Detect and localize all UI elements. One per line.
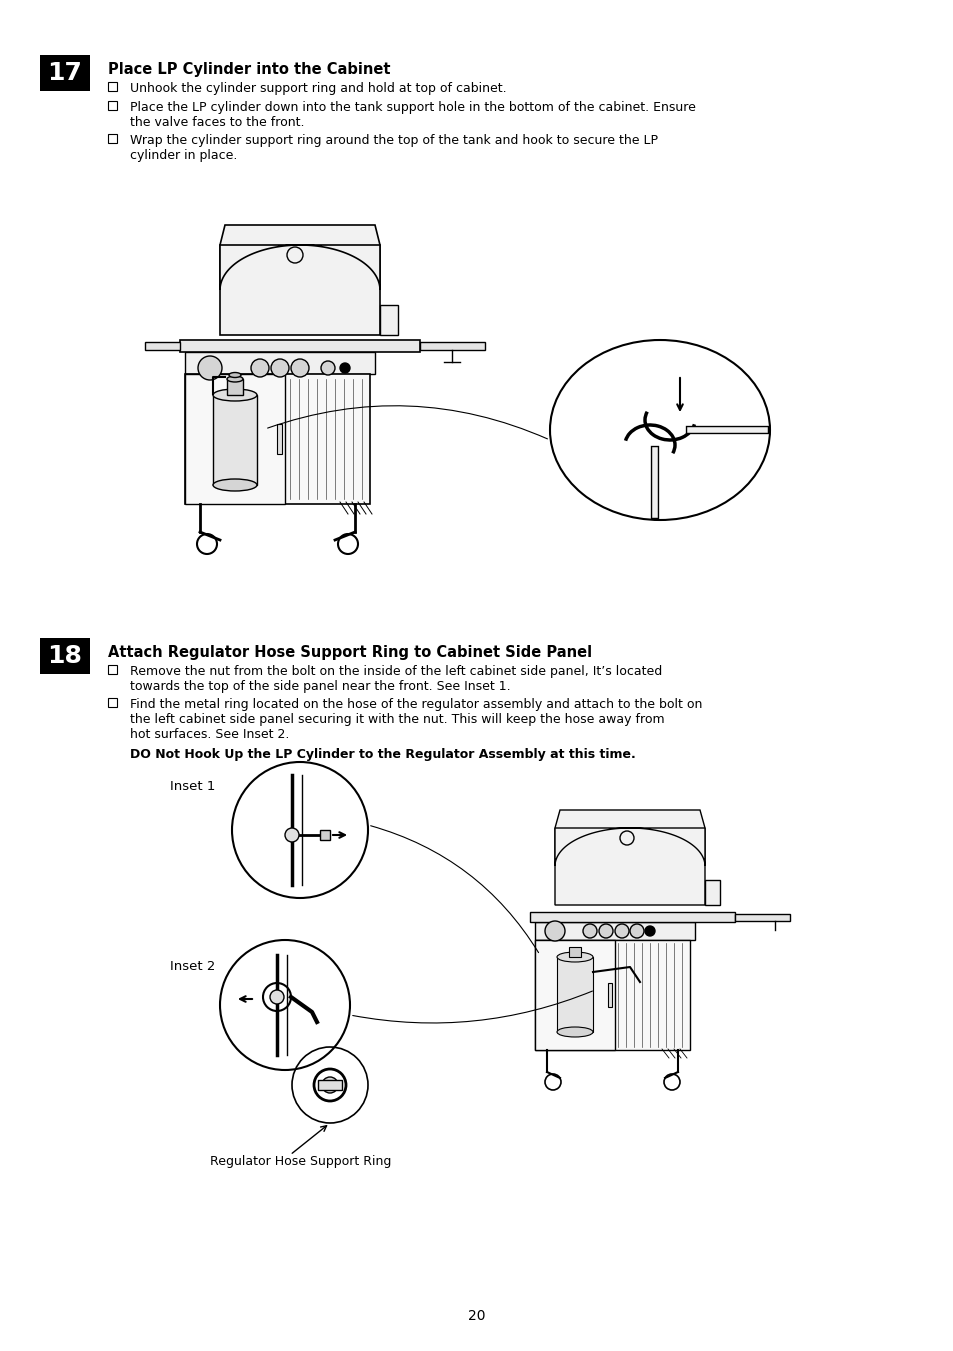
Text: DO Not Hook Up the LP Cylinder to the Regulator Assembly at this time.: DO Not Hook Up the LP Cylinder to the Re… bbox=[130, 748, 635, 761]
Bar bbox=[557, 957, 593, 1032]
Circle shape bbox=[285, 828, 298, 842]
Ellipse shape bbox=[229, 373, 241, 377]
Bar bbox=[185, 353, 375, 374]
Bar bbox=[535, 940, 615, 1050]
Text: 18: 18 bbox=[48, 644, 82, 667]
Polygon shape bbox=[220, 226, 379, 335]
Bar bbox=[704, 880, 720, 905]
Bar bbox=[108, 134, 117, 143]
Circle shape bbox=[582, 924, 597, 938]
Text: 17: 17 bbox=[48, 61, 82, 85]
Polygon shape bbox=[555, 828, 704, 866]
Bar bbox=[108, 82, 117, 91]
Bar bbox=[108, 101, 117, 109]
Bar bbox=[145, 342, 180, 350]
Ellipse shape bbox=[557, 952, 593, 962]
Bar bbox=[535, 940, 689, 1050]
Bar bbox=[185, 374, 370, 504]
Text: 20: 20 bbox=[468, 1309, 485, 1323]
Bar bbox=[535, 921, 695, 940]
Circle shape bbox=[615, 924, 628, 938]
Text: Inset 1: Inset 1 bbox=[170, 780, 215, 793]
Text: Place LP Cylinder into the Cabinet: Place LP Cylinder into the Cabinet bbox=[108, 62, 390, 77]
Bar bbox=[213, 394, 256, 485]
Bar bbox=[379, 305, 397, 335]
Bar bbox=[40, 638, 90, 674]
Circle shape bbox=[544, 921, 564, 942]
Text: Find the metal ring located on the hose of the regulator assembly and attach to : Find the metal ring located on the hose … bbox=[130, 698, 701, 740]
Text: Remove the nut from the bolt on the inside of the left cabinet side panel, It’s : Remove the nut from the bolt on the insi… bbox=[130, 665, 661, 693]
Circle shape bbox=[271, 359, 289, 377]
Polygon shape bbox=[220, 245, 379, 290]
Circle shape bbox=[644, 925, 655, 936]
Circle shape bbox=[291, 359, 309, 377]
Ellipse shape bbox=[213, 480, 256, 490]
Text: Regulator Hose Support Ring: Regulator Hose Support Ring bbox=[210, 1155, 391, 1169]
Text: Inset 2: Inset 2 bbox=[170, 961, 215, 973]
Bar bbox=[108, 698, 117, 707]
Ellipse shape bbox=[557, 1027, 593, 1038]
Circle shape bbox=[270, 990, 284, 1004]
Polygon shape bbox=[555, 811, 704, 905]
Circle shape bbox=[322, 1077, 337, 1093]
Ellipse shape bbox=[213, 389, 256, 401]
Bar bbox=[607, 984, 612, 1006]
Bar bbox=[40, 55, 90, 91]
Bar bbox=[530, 912, 734, 921]
Text: Unhook the cylinder support ring and hold at top of cabinet.: Unhook the cylinder support ring and hol… bbox=[130, 82, 506, 95]
Bar bbox=[419, 342, 484, 350]
Circle shape bbox=[629, 924, 643, 938]
Circle shape bbox=[198, 357, 222, 380]
Text: Place the LP cylinder down into the tank support hole in the bottom of the cabin: Place the LP cylinder down into the tank… bbox=[130, 101, 695, 128]
Text: Attach Regulator Hose Support Ring to Cabinet Side Panel: Attach Regulator Hose Support Ring to Ca… bbox=[108, 644, 592, 661]
Bar bbox=[568, 947, 580, 957]
Bar bbox=[276, 424, 282, 454]
Bar bbox=[185, 374, 285, 504]
Bar bbox=[108, 665, 117, 674]
Bar bbox=[319, 830, 330, 840]
Ellipse shape bbox=[227, 376, 243, 382]
Bar bbox=[317, 1079, 341, 1090]
Circle shape bbox=[339, 363, 350, 373]
Text: Wrap the cylinder support ring around the top of the tank and hook to secure the: Wrap the cylinder support ring around th… bbox=[130, 134, 658, 162]
Bar bbox=[180, 340, 419, 353]
Bar bbox=[734, 915, 789, 921]
Bar bbox=[227, 380, 243, 394]
Circle shape bbox=[598, 924, 613, 938]
Circle shape bbox=[251, 359, 269, 377]
Circle shape bbox=[320, 361, 335, 376]
